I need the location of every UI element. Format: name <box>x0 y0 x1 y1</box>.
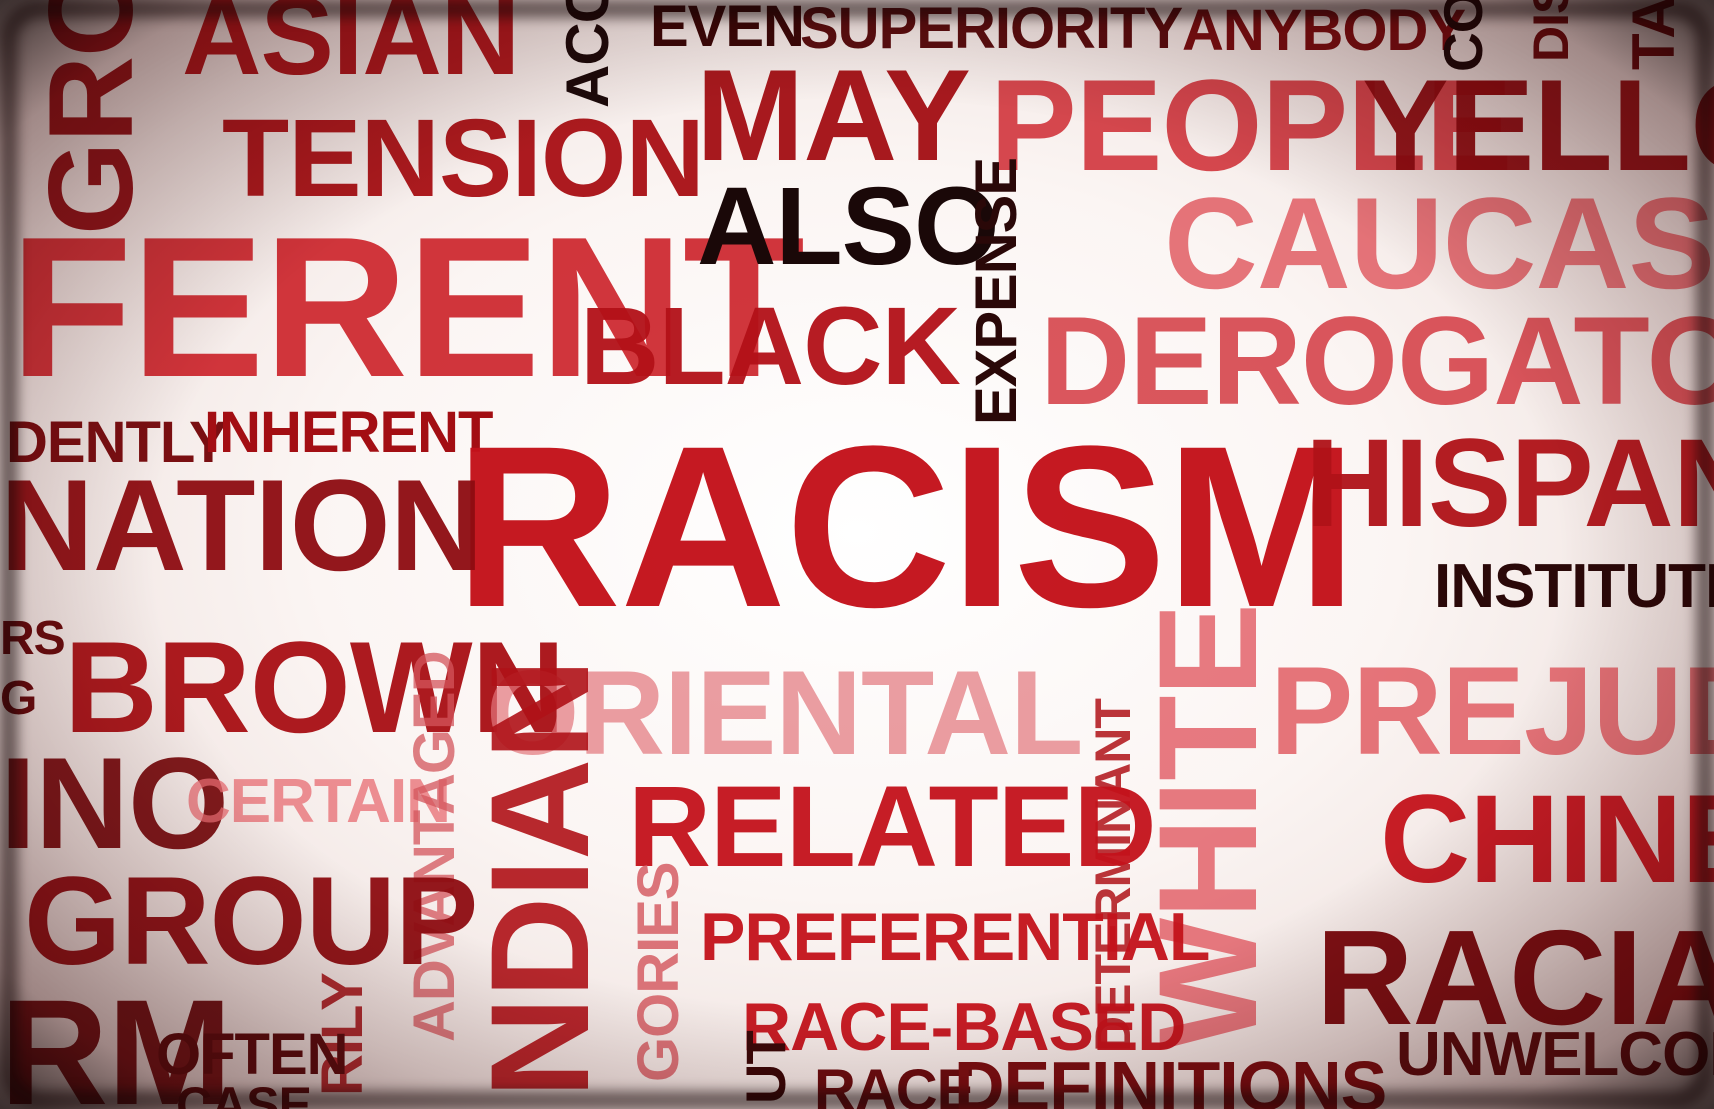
word-ndian: NDIAN <box>461 659 618 1098</box>
word-group: GROUP <box>24 852 478 991</box>
word-inherent: INHERENT <box>204 400 493 465</box>
word-expense: EXPENSE <box>964 158 1029 425</box>
word-tension: TENSION <box>222 97 705 220</box>
word-may: MAY <box>696 42 971 188</box>
word-unwelcom: UNWELCOM <box>1396 1020 1714 1089</box>
word-anybody: ANYBODY <box>1182 0 1466 63</box>
word-institutio: INSTITUTIO <box>1434 552 1714 621</box>
word-race: RACE <box>814 1058 975 1109</box>
word-black: BLACK <box>580 285 961 408</box>
word-ut: UT <box>734 1031 797 1104</box>
word-also: ALSO <box>697 165 1000 288</box>
word-gories: GORIES <box>626 862 691 1082</box>
word-prejudi: PREJUDI <box>1270 642 1714 781</box>
word-nation: NATION <box>0 452 484 598</box>
word-racism: RACISM <box>455 398 1357 655</box>
word-acc: ACC <box>554 0 621 108</box>
word-racial: RACIAL <box>1316 902 1714 1053</box>
word-white: WHITE <box>1129 603 1286 1050</box>
word-preferential: PREFERENTIAL <box>700 899 1210 975</box>
word-chines: CHINES <box>1380 770 1714 909</box>
word-yellow: YELLO <box>1362 52 1714 198</box>
word-rs: RS <box>0 612 66 665</box>
word-caucasia: CAUCASIA <box>1164 170 1714 316</box>
word-definitions: DEFINITIONS <box>954 1047 1387 1109</box>
word-asian: ASIAN <box>182 0 520 98</box>
word-case: CASE <box>176 1077 312 1109</box>
word-g: G <box>0 672 37 725</box>
word-related: RELATED <box>628 763 1157 891</box>
word-often: OFTEN <box>156 1022 349 1087</box>
